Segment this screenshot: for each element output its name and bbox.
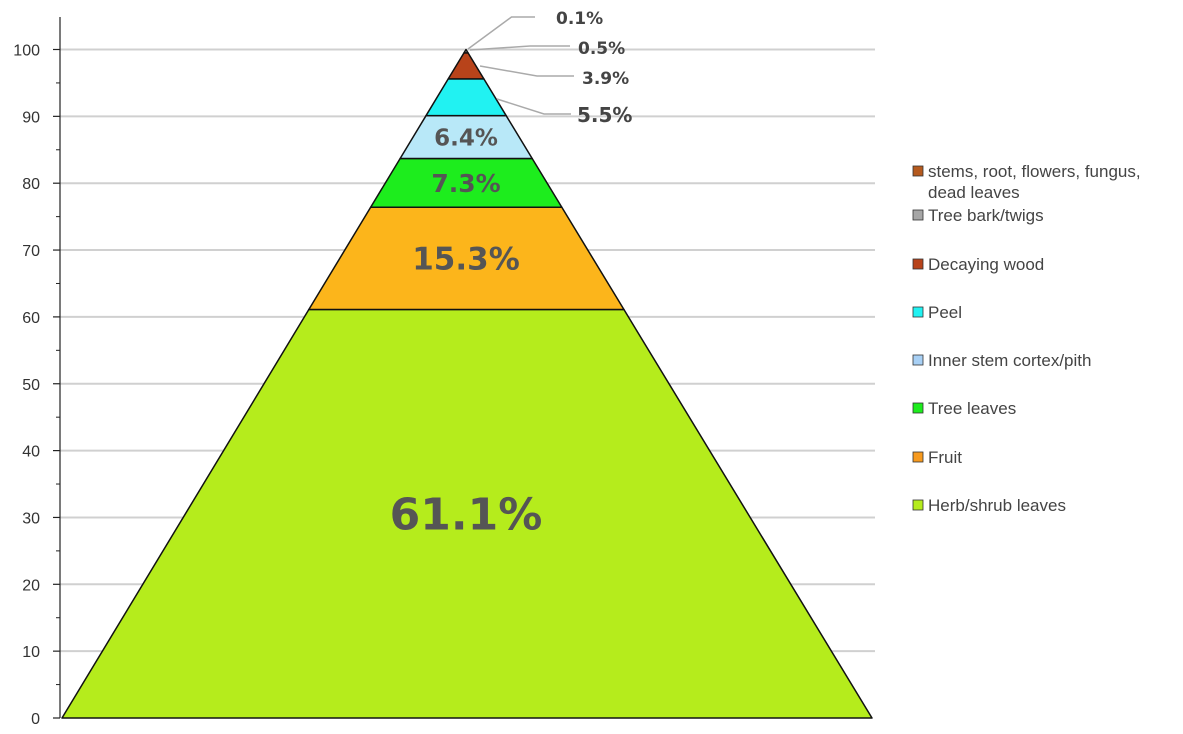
y-tick-label: 100 bbox=[13, 43, 40, 60]
callout-label: 0.5% bbox=[578, 39, 625, 59]
legend-swatch bbox=[912, 402, 924, 414]
y-tick-label: 0 bbox=[31, 711, 40, 728]
leader-line bbox=[479, 65, 574, 77]
legend-label: Inner stem cortex/pith bbox=[928, 351, 1091, 370]
legend-swatch bbox=[912, 258, 924, 270]
legend-label: Decaying wood bbox=[928, 255, 1044, 274]
y-tick-label: 50 bbox=[22, 377, 40, 394]
legend-swatch bbox=[912, 451, 924, 463]
segment-labels: 61.1% 15.3% 7.3% 6.4% 0.1% 0.5% 3.9% 5.5% bbox=[390, 9, 633, 541]
legend-label: Tree leaves bbox=[928, 399, 1016, 418]
y-axis: 0 10 20 30 40 50 60 70 80 90 100 bbox=[13, 17, 61, 728]
legend-label: stems, root, flowers, fungus, bbox=[928, 162, 1141, 181]
y-tick-label: 30 bbox=[22, 510, 40, 527]
y-tick-label: 70 bbox=[22, 243, 40, 260]
segment-label: 6.4% bbox=[434, 125, 498, 151]
leader-line bbox=[467, 16, 535, 50]
callout-label: 3.9% bbox=[582, 69, 629, 89]
legend-swatch bbox=[912, 209, 924, 221]
callout-label: 0.1% bbox=[556, 9, 603, 29]
legend-label: dead leaves bbox=[928, 183, 1020, 202]
legend-swatch bbox=[912, 165, 924, 177]
y-tick-label: 60 bbox=[22, 310, 40, 327]
legend-swatch bbox=[912, 306, 924, 318]
pyramid-segment bbox=[447, 52, 485, 80]
segment-label: 7.3% bbox=[431, 169, 500, 198]
y-tick-label: 40 bbox=[22, 444, 40, 461]
leader-line bbox=[496, 98, 571, 115]
legend-label: Tree bark/twigs bbox=[928, 206, 1044, 225]
y-tick-label: 10 bbox=[22, 644, 40, 661]
legend-label: Peel bbox=[928, 303, 962, 322]
legend-swatch bbox=[912, 354, 924, 366]
legend: stems, root, flowers, fungus, dead leaves… bbox=[912, 162, 1141, 515]
y-tick-label: 20 bbox=[22, 577, 40, 594]
pyramid-segments bbox=[61, 48, 873, 719]
segment-label: 15.3% bbox=[412, 242, 520, 278]
y-tick-label: 80 bbox=[22, 176, 40, 193]
y-tick-label: 90 bbox=[22, 109, 40, 126]
segment-label: 61.1% bbox=[390, 490, 543, 541]
legend-label: Herb/shrub leaves bbox=[928, 496, 1066, 515]
legend-label: Fruit bbox=[928, 448, 962, 467]
leader-line bbox=[469, 45, 570, 51]
callout-label: 5.5% bbox=[577, 103, 632, 127]
pyramid-segment bbox=[463, 48, 469, 54]
legend-swatch bbox=[912, 499, 924, 511]
pyramid-segment bbox=[425, 78, 507, 117]
